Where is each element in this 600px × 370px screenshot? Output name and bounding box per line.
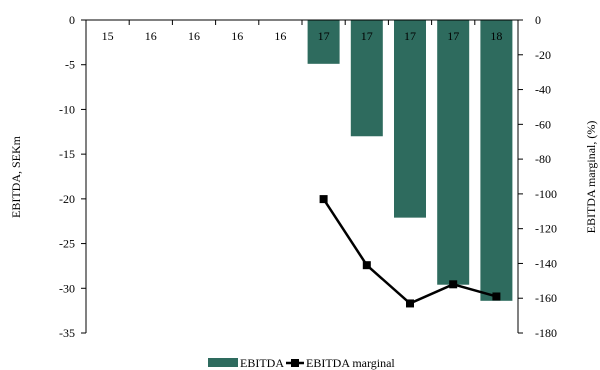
marker-ebitda-marginal	[492, 292, 501, 301]
marker-ebitda-marginal	[319, 195, 328, 204]
legend: EBITDA EBITDA marginal	[208, 356, 395, 370]
bar-ebitda	[307, 20, 340, 64]
right-tick-label: -60	[535, 117, 551, 131]
right-axis-ticks: 0 -20 -40 -60 -80 -100 -120 -140 -160 -180	[518, 13, 557, 340]
legend-swatch-ebitda	[208, 358, 238, 367]
line-series	[319, 195, 501, 308]
category-label: 18	[490, 29, 502, 43]
category-label: 15	[102, 29, 114, 43]
bar-ebitda	[350, 20, 383, 137]
category-label: 17	[447, 29, 459, 43]
right-tick-label: -140	[535, 256, 557, 270]
category-label: 16	[188, 29, 200, 43]
right-tick-label: -40	[535, 83, 551, 97]
marker-ebitda-marginal	[449, 280, 458, 289]
bar-series	[307, 20, 513, 301]
left-tick-label: -15	[59, 147, 75, 161]
marker-ebitda-marginal	[406, 299, 414, 308]
right-tick-label: -180	[535, 326, 557, 340]
left-tick-label: -35	[59, 326, 75, 340]
legend-marker-marginal	[291, 359, 299, 367]
legend-label-marginal: EBITDA marginal	[306, 356, 395, 370]
right-tick-label: -80	[535, 152, 551, 166]
left-tick-label: -25	[59, 237, 75, 251]
y2-axis-title: EBITDA marginal, (%)	[584, 121, 598, 234]
left-tick-label: 0	[69, 13, 75, 27]
right-tick-label: -160	[535, 291, 557, 305]
right-tick-label: -20	[535, 48, 551, 62]
category-labels: 15 16 16 16 16 17 17 17 17 18	[85, 20, 519, 43]
category-label: 17	[404, 29, 416, 43]
right-tick-label: 0	[535, 13, 541, 27]
left-tick-label: -20	[59, 192, 75, 206]
marker-ebitda-marginal	[362, 261, 371, 270]
left-tick-label: -5	[65, 58, 75, 72]
category-label: 16	[145, 29, 157, 43]
category-label: 16	[274, 29, 286, 43]
left-tick-label: -10	[59, 102, 75, 116]
y-axis-title: EBITDA, SEKm	[9, 135, 23, 218]
legend-label-ebitda: EBITDA	[240, 356, 284, 370]
category-label: 17	[318, 29, 330, 43]
right-tick-label: -100	[535, 187, 557, 201]
bar-ebitda	[480, 20, 513, 301]
bar-ebitda	[394, 20, 426, 218]
category-label: 16	[231, 29, 243, 43]
right-tick-label: -120	[535, 222, 557, 236]
left-tick-label: -30	[59, 281, 75, 295]
bar-ebitda	[437, 20, 470, 285]
left-axis-ticks: 0 -5 -10 -15 -20 -25 -30 -35	[59, 13, 86, 340]
category-label: 17	[361, 29, 373, 43]
